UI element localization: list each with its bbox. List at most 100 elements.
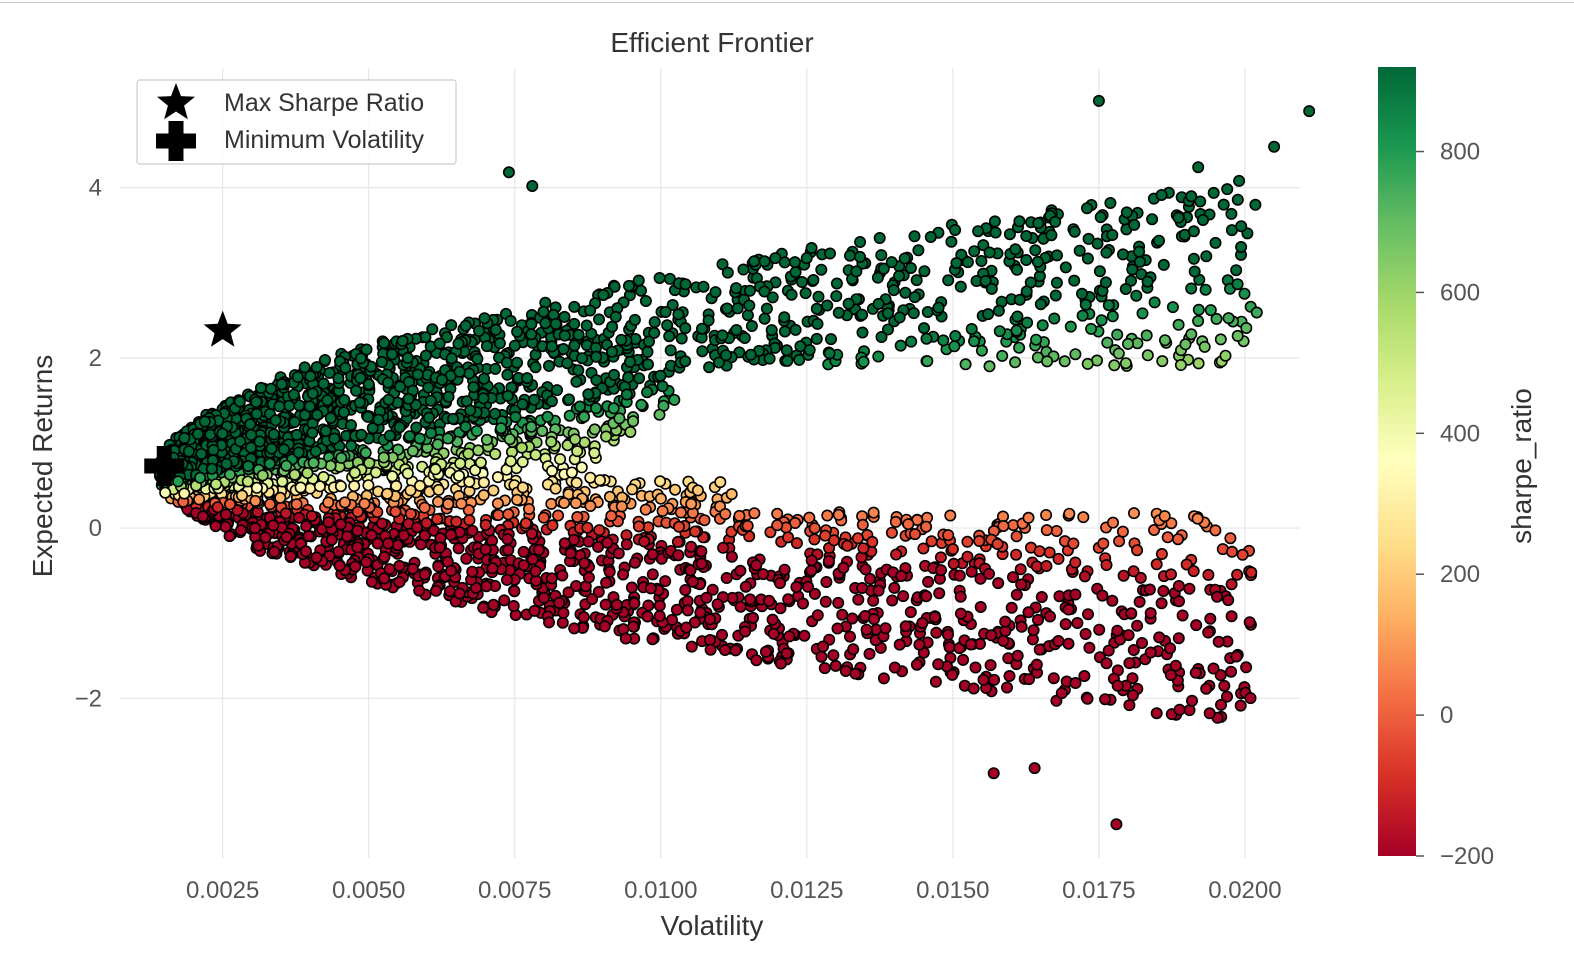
portfolio-point <box>949 224 962 237</box>
portfolio-point <box>1003 669 1016 682</box>
portfolio-point <box>805 554 818 567</box>
portfolio-point <box>1136 307 1149 320</box>
portfolio-point <box>491 471 504 484</box>
portfolio-point <box>1120 206 1133 219</box>
portfolio-point <box>1215 698 1228 711</box>
portfolio-point <box>386 348 399 361</box>
portfolio-point <box>525 420 538 433</box>
portfolio-point <box>348 479 361 492</box>
portfolio-point <box>1078 669 1091 682</box>
portfolio-point <box>1122 629 1135 642</box>
portfolio-point <box>1164 668 1177 681</box>
portfolio-point <box>552 509 565 522</box>
portfolio-point <box>669 483 682 496</box>
portfolio-point <box>679 355 692 368</box>
portfolio-point <box>525 317 538 330</box>
portfolio-point <box>1020 254 1033 267</box>
portfolio-point <box>349 560 362 573</box>
portfolio-point <box>323 366 336 379</box>
portfolio-point <box>406 562 419 575</box>
portfolio-point <box>1123 699 1136 712</box>
portfolio-point <box>1127 643 1140 656</box>
portfolio-point <box>545 464 558 477</box>
portfolio-point <box>601 536 614 549</box>
portfolio-point <box>386 470 399 483</box>
portfolio-point <box>307 456 320 469</box>
portfolio-point <box>697 280 710 293</box>
portfolio-point <box>452 337 465 350</box>
portfolio-point <box>648 316 661 329</box>
portfolio-point <box>996 349 1009 362</box>
portfolio-point <box>899 620 912 633</box>
portfolio-point <box>932 658 945 671</box>
portfolio-point <box>463 514 476 527</box>
portfolio-point <box>393 559 406 572</box>
portfolio-point <box>890 548 903 561</box>
portfolio-point <box>615 500 628 513</box>
portfolio-point <box>1034 298 1047 311</box>
portfolio-point <box>1203 707 1216 720</box>
portfolio-point <box>275 378 288 391</box>
portfolio-point <box>1192 303 1205 316</box>
portfolio-point <box>671 535 684 548</box>
portfolio-point <box>256 469 269 482</box>
portfolio-point <box>1187 225 1200 238</box>
portfolio-point <box>1249 198 1262 211</box>
portfolio-point <box>716 258 729 271</box>
portfolio-point <box>268 545 281 558</box>
portfolio-point <box>991 537 1004 550</box>
portfolio-point <box>867 613 880 626</box>
colorbar-gradient <box>1378 67 1416 856</box>
portfolio-point <box>886 594 899 607</box>
portfolio-point <box>345 439 358 452</box>
portfolio-point <box>905 335 918 348</box>
portfolio-point <box>907 307 920 320</box>
portfolio-point <box>1050 524 1063 537</box>
special-points <box>144 310 242 486</box>
portfolio-point <box>486 562 499 575</box>
portfolio-point <box>467 381 480 394</box>
portfolio-point <box>942 274 955 287</box>
portfolio-point <box>1102 299 1115 312</box>
portfolio-point <box>393 575 406 588</box>
portfolio-point <box>351 541 364 554</box>
portfolio-point <box>1062 637 1075 650</box>
portfolio-point <box>404 484 417 497</box>
portfolio-point <box>714 476 727 489</box>
portfolio-point <box>942 529 955 542</box>
portfolio-point <box>815 650 828 663</box>
portfolio-point <box>516 398 529 411</box>
portfolio-point <box>536 424 549 437</box>
portfolio-point <box>820 575 833 588</box>
portfolio-point <box>600 576 613 589</box>
portfolio-point <box>946 543 959 556</box>
portfolio-point <box>338 393 351 406</box>
portfolio-point <box>1035 590 1048 603</box>
portfolio-point <box>502 543 515 556</box>
portfolio-point <box>1009 243 1022 256</box>
portfolio-point <box>949 329 962 342</box>
portfolio-point <box>947 557 960 570</box>
portfolio-point <box>542 359 555 372</box>
scatter-points <box>153 94 1315 831</box>
portfolio-point <box>1185 328 1198 341</box>
portfolio-point <box>1204 304 1217 317</box>
portfolio-point <box>375 517 388 530</box>
portfolio-point <box>934 551 947 564</box>
portfolio-point <box>432 483 445 496</box>
portfolio-point <box>731 302 744 315</box>
portfolio-point <box>545 340 558 353</box>
portfolio-point <box>363 456 376 469</box>
portfolio-point <box>546 519 559 532</box>
portfolio-point <box>1077 511 1090 524</box>
portfolio-point <box>205 462 218 475</box>
portfolio-point <box>1194 195 1207 208</box>
portfolio-point <box>737 263 750 276</box>
portfolio-point <box>378 336 391 349</box>
portfolio-point <box>1141 275 1154 288</box>
portfolio-point <box>418 529 431 542</box>
portfolio-point <box>851 532 864 545</box>
portfolio-point <box>537 591 550 604</box>
portfolio-point <box>739 580 752 593</box>
portfolio-point <box>445 352 458 365</box>
